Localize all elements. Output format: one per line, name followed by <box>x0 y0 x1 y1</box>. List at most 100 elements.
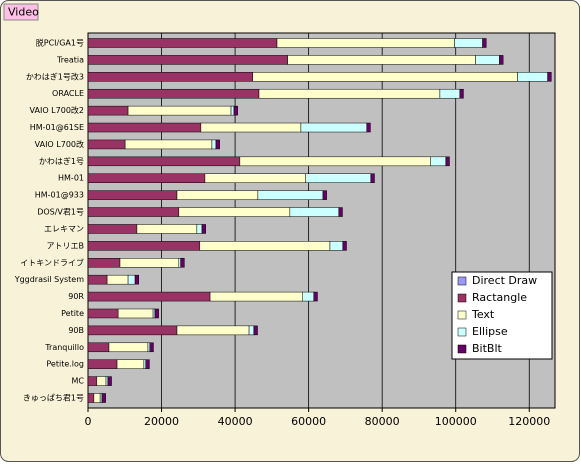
legend-label: BitBlt <box>472 342 503 355</box>
bar-segment <box>87 38 278 48</box>
y-tick-label: 90R <box>68 292 84 301</box>
bar-segment <box>178 258 181 268</box>
bar-segment <box>116 359 145 369</box>
bar-segment <box>87 308 119 319</box>
y-tick-label: MC <box>72 377 85 386</box>
x-tick-label: 40000 <box>218 415 253 428</box>
bar-segment <box>287 55 476 65</box>
bar-segment <box>87 325 178 336</box>
bar-segment <box>147 342 151 353</box>
bar-segment <box>87 393 95 403</box>
bar-segment <box>445 156 450 167</box>
bar-segment <box>127 274 136 285</box>
bar-segment <box>342 241 347 251</box>
bar-segment <box>127 105 232 116</box>
x-tick-label: 0 <box>85 415 92 428</box>
y-tick-label: VAIO L700改2 <box>30 105 84 115</box>
bar-segment <box>289 207 340 217</box>
bar-segment <box>199 241 331 251</box>
y-tick-label: ORACLE <box>52 89 84 98</box>
legend-label: Direct Draw <box>472 274 537 287</box>
bar-segment <box>87 274 108 285</box>
y-tick-label: HM-01 <box>58 174 84 183</box>
bar-segment <box>482 38 487 48</box>
bar-segment <box>87 342 110 353</box>
bar-segment <box>257 190 324 200</box>
bar-segment <box>180 258 185 268</box>
bar-segment <box>87 258 121 268</box>
y-tick-label: エレキマン <box>44 224 84 233</box>
bar-segment <box>176 325 250 336</box>
bar-segment <box>338 207 343 217</box>
bar-segment <box>136 224 198 234</box>
y-tick-label: アトリエB <box>47 241 85 250</box>
bar-segment <box>134 274 139 285</box>
bar-segment <box>233 105 238 116</box>
bar-segment <box>99 393 103 403</box>
bar-segment <box>196 224 203 234</box>
y-tick-label: Tranquillo <box>44 343 84 352</box>
bar-segment <box>300 122 367 133</box>
x-tick-label: 80000 <box>365 415 400 428</box>
bar-segment <box>87 139 126 150</box>
bar-segment <box>211 139 217 150</box>
bar-segment <box>143 359 146 369</box>
bar-segment <box>93 393 101 403</box>
bar-segment <box>87 55 288 65</box>
y-tick-label: かわはぎ1号改3 <box>26 71 84 81</box>
bar-segment <box>87 359 118 369</box>
y-tick-label: 90B <box>68 326 84 335</box>
y-tick-label: Petite.log <box>46 360 84 369</box>
y-tick-label: HM-01@61SE <box>30 123 84 132</box>
bar-segment <box>313 291 318 302</box>
bar-segment <box>370 173 375 183</box>
y-tick-label: Yggdrasil System <box>14 275 85 284</box>
y-tick-label: DOS/V君1号 <box>37 208 84 217</box>
legend-swatch <box>457 293 467 303</box>
bar-segment <box>200 122 302 133</box>
legend-label: Text <box>471 308 495 321</box>
bar-segment <box>322 190 327 200</box>
legend-swatch <box>457 327 467 337</box>
bar-segment <box>176 190 259 200</box>
x-tick-label: 100000 <box>435 415 477 428</box>
bar-segment <box>329 241 344 251</box>
bar-segment <box>276 38 455 48</box>
bar-segment <box>87 376 98 386</box>
bar-segment <box>258 88 441 99</box>
bar-segment <box>154 308 159 319</box>
bar-segment <box>87 224 138 234</box>
y-tick-label: Treatia <box>56 55 84 64</box>
bar-segment <box>439 88 461 99</box>
y-tick-label: かわはぎ1号 <box>39 156 84 166</box>
bar-segment <box>305 173 372 183</box>
bar-segment <box>105 376 109 386</box>
chart-title: Video <box>8 6 39 19</box>
bar-segment <box>454 38 483 48</box>
bar-segment <box>87 190 178 200</box>
y-tick-label: イトキンドライブ <box>20 257 84 267</box>
y-tick-label: きゅっぱち君1号 <box>23 394 84 403</box>
bar-segment <box>517 72 548 82</box>
y-tick-label: HM-01@933 <box>35 191 84 200</box>
bar-segment <box>253 325 258 336</box>
y-tick-label: 脱PCI/GA1号 <box>36 38 84 48</box>
bar-segment <box>178 207 291 217</box>
legend-label: Ellipse <box>472 325 508 338</box>
bar-segment <box>124 139 213 150</box>
bar-segment <box>87 72 253 82</box>
y-tick-label: Petite <box>61 309 84 318</box>
bar-segment <box>87 88 260 99</box>
bar-segment <box>117 308 154 319</box>
bar-segment <box>108 342 149 353</box>
bar-segment <box>239 156 431 167</box>
bar-segment <box>547 72 552 82</box>
bar-segment <box>248 325 255 336</box>
bar-segment <box>96 376 107 386</box>
bar-segment <box>204 173 306 183</box>
legend-swatch <box>457 276 467 286</box>
title-box <box>3 3 39 21</box>
x-tick-label: 20000 <box>144 415 179 428</box>
bar-segment <box>215 139 220 150</box>
